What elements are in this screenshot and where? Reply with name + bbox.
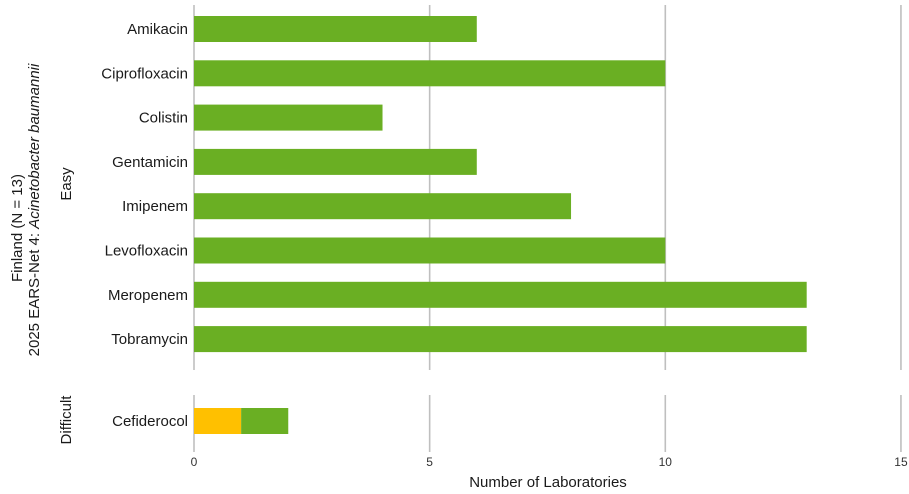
y-axis-title-line-1: 2025 EARS-Net 4: Acinetobacter baumannii [26,63,43,356]
y-axis-title-prefix: 2025 EARS-Net 4: [26,229,43,357]
x-tick-labels: 0 5 10 15 [191,455,908,469]
category-labels: Amikacin Ciprofloxacin Colistin Gentamicin I… [101,21,188,430]
category-label-colistin: Colistin [139,110,188,127]
category-label-imipenem: Imipenem [122,198,188,215]
x-tick-label-0: 0 [191,455,198,469]
facet-label-easy: Easy [58,167,75,201]
facet-label-difficult: Difficult [58,395,75,445]
bar-ciprofloxacin-segment-1 [194,60,666,87]
bar-gentamicin-segment-1 [194,148,477,175]
x-tick-label-10: 10 [659,455,673,469]
bar-cefiderocol-segment-0 [194,408,242,434]
y-axis-title-line-2: Finland (N = 13) [9,174,26,282]
category-label-amikacin: Amikacin [127,21,188,38]
bar-colistin-segment-1 [194,104,383,131]
category-label-gentamicin: Gentamicin [112,154,188,171]
category-label-cefiderocol: Cefiderocol [112,413,188,430]
bar-amikacin-segment-1 [194,16,477,42]
category-label-ciprofloxacin: Ciprofloxacin [101,65,188,82]
x-axis-title: Number of Laboratories [469,474,627,491]
bar-cefiderocol-segment-1 [241,408,289,434]
x-tick-label-5: 5 [426,455,433,469]
y-axis-title-organism: Acinetobacter baumannii [26,63,43,230]
bar-levofloxacin-segment-1 [194,237,666,264]
x-tick-label-15: 15 [894,455,908,469]
bar-tobramycin-segment-1 [194,326,807,353]
bars [194,16,807,434]
category-label-tobramycin: Tobramycin [111,331,188,348]
bar-imipenem-segment-1 [194,193,572,220]
bar-meropenem-segment-1 [194,281,807,308]
category-label-levofloxacin: Levofloxacin [105,243,188,260]
category-label-meropenem: Meropenem [108,287,188,304]
